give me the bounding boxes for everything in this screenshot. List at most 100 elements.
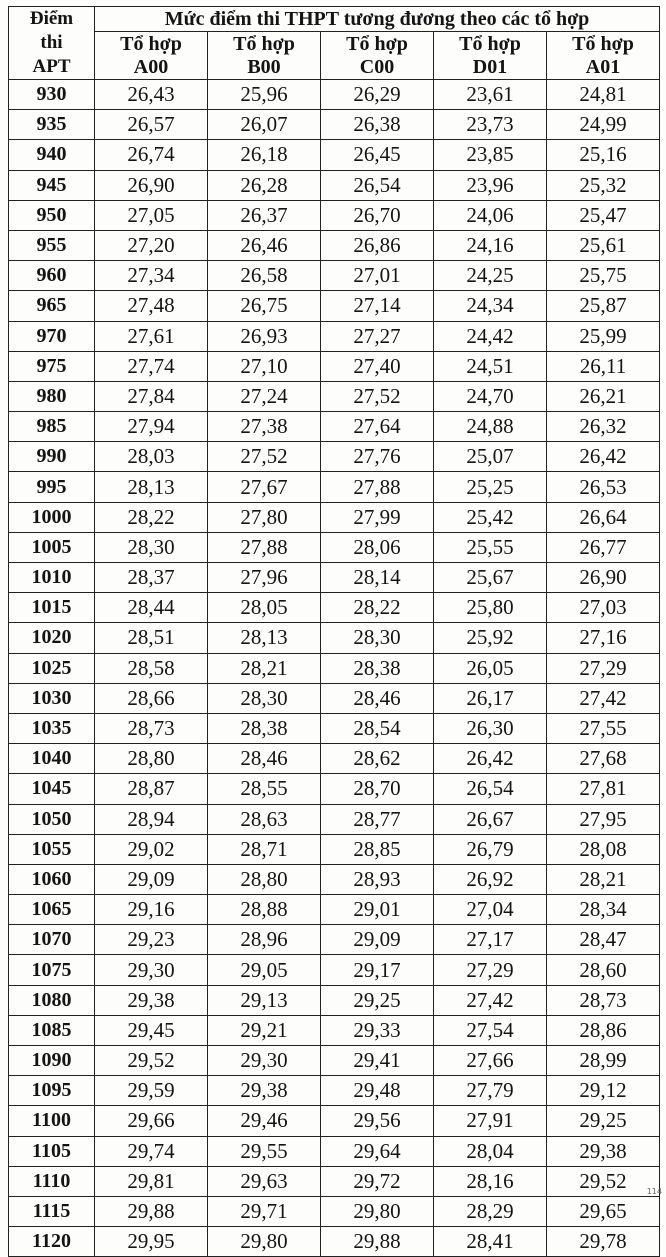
score-c00-cell: 29,25	[320, 984, 434, 1016]
combo-label: Tổ hợp	[572, 32, 634, 55]
score-c00-cell: 28,93	[320, 863, 434, 896]
score-a00-cell: 28,66	[94, 682, 208, 714]
score-b00-cell: 28,63	[207, 803, 321, 835]
apt-score-cell: 985	[8, 411, 95, 443]
apt-score-cell: 1040	[8, 743, 95, 775]
table-row: 1040 28,80 28,46 28,62 26,42 27,68	[8, 743, 660, 775]
table-row: 960 27,34 26,58 27,01 24,25 25,75	[8, 260, 660, 292]
apt-score-cell: 1095	[8, 1075, 95, 1107]
score-a00-cell: 29,59	[94, 1075, 208, 1107]
table-row: 950 27,05 26,37 26,70 24,06 25,47	[8, 199, 660, 231]
combo-header-b00: Tổ hợp B00	[207, 31, 321, 80]
score-c00-cell: 28,70	[320, 773, 434, 805]
score-d01-cell: 25,92	[433, 622, 547, 654]
score-b00-cell: 27,67	[207, 471, 321, 503]
score-b00-cell: 27,96	[207, 561, 321, 594]
score-c00-cell: 26,54	[320, 169, 434, 201]
score-d01-cell: 23,85	[433, 139, 547, 171]
score-b00-cell: 28,13	[207, 622, 321, 654]
score-c00-cell: 28,54	[320, 712, 434, 745]
score-a01-cell: 29,12	[546, 1075, 660, 1107]
table-row: 975 27,74 27,10 27,40 24,51 26,11	[8, 350, 660, 382]
score-a00-cell: 28,94	[94, 803, 208, 835]
score-c00-cell: 28,06	[320, 531, 434, 564]
apt-header-line-1: Điểm	[29, 8, 74, 29]
score-b00-cell: 26,46	[207, 229, 321, 262]
score-d01-cell: 26,30	[433, 712, 547, 745]
apt-score-cell: 1085	[8, 1014, 95, 1047]
score-b00-cell: 27,88	[207, 531, 321, 564]
apt-score-cell: 1070	[8, 924, 95, 956]
score-c00-cell: 28,85	[320, 833, 434, 865]
score-b00-cell: 29,13	[207, 984, 321, 1016]
score-a01-cell: 25,99	[546, 320, 660, 352]
score-a01-cell: 26,53	[546, 471, 660, 503]
score-d01-cell: 23,96	[433, 169, 547, 201]
table-row: 1060 29,09 28,80 28,93 26,92 28,21	[8, 863, 660, 896]
apt-header-line-2: thi	[40, 32, 63, 53]
score-a00-cell: 28,03	[94, 441, 208, 473]
table-row: 1075 29,30 29,05 29,17 27,29 28,60	[8, 954, 660, 986]
table-row: 1065 29,16 28,88 29,01 27,04 28,34	[8, 894, 660, 926]
score-d01-cell: 24,16	[433, 229, 547, 262]
apt-score-cell: 975	[8, 350, 95, 382]
apt-score-cell: 1080	[8, 984, 95, 1016]
apt-score-cell: 955	[8, 229, 95, 262]
combo-label: Tổ hợp	[459, 32, 521, 55]
table-body: 930 26,43 25,96 26,29 23,61 24,81 935 26,57 26,0…	[8, 78, 660, 1257]
table-row: 1100 29,66 29,46 29,56 27,91 29,25	[8, 1105, 660, 1137]
score-d01-cell: 24,06	[433, 199, 547, 231]
score-d01-cell: 26,92	[433, 863, 547, 896]
score-d01-cell: 25,42	[433, 501, 547, 533]
score-a00-cell: 28,80	[94, 743, 208, 775]
combo-label: Tổ hợp	[233, 32, 295, 55]
score-b00-cell: 28,30	[207, 682, 321, 714]
apt-score-cell: 990	[8, 441, 95, 473]
score-c00-cell: 28,38	[320, 652, 434, 684]
score-a01-cell: 27,81	[546, 773, 660, 805]
table-row: 980 27,84 27,24 27,52 24,70 26,21	[8, 380, 660, 413]
score-a01-cell: 25,75	[546, 260, 660, 292]
score-d01-cell: 27,42	[433, 984, 547, 1016]
table-row: 1025 28,58 28,21 28,38 26,05 27,29	[8, 652, 660, 684]
score-c00-cell: 27,99	[320, 501, 434, 533]
score-d01-cell: 25,25	[433, 471, 547, 503]
combo-header-a01: Tổ hợp A01	[546, 31, 660, 80]
score-c00-cell: 26,29	[320, 78, 434, 111]
apt-score-cell: 1030	[8, 682, 95, 714]
score-b00-cell: 29,80	[207, 1226, 321, 1257]
score-b00-cell: 27,24	[207, 380, 321, 413]
score-a01-cell: 29,52	[546, 1165, 660, 1197]
score-a00-cell: 29,38	[94, 984, 208, 1016]
apt-score-cell: 1110	[8, 1165, 95, 1197]
apt-header-line-3: APT	[32, 56, 71, 77]
score-a00-cell: 27,34	[94, 260, 208, 292]
apt-score-cell: 1020	[8, 622, 95, 654]
score-d01-cell: 24,88	[433, 411, 547, 443]
apt-score-cell: 1120	[8, 1226, 95, 1257]
apt-score-cell: 980	[8, 380, 95, 413]
score-b00-cell: 28,88	[207, 894, 321, 926]
score-c00-cell: 27,88	[320, 471, 434, 503]
score-d01-cell: 24,42	[433, 320, 547, 352]
score-a00-cell: 29,23	[94, 924, 208, 956]
score-d01-cell: 28,29	[433, 1195, 547, 1228]
score-a01-cell: 25,47	[546, 199, 660, 231]
table-row: 1120 29,95 29,80 29,88 28,41 29,78	[8, 1226, 660, 1257]
table-row: 1115 29,88 29,71 29,80 28,29 29,65	[8, 1195, 660, 1228]
score-a00-cell: 26,43	[94, 78, 208, 111]
score-a00-cell: 26,74	[94, 139, 208, 171]
score-a01-cell: 26,11	[546, 350, 660, 382]
equivalent-score-group-header: Mức điểm thi THPT tương đương theo các t…	[94, 6, 660, 32]
score-a01-cell: 29,78	[546, 1226, 660, 1257]
table-row: 945 26,90 26,28 26,54 23,96 25,32	[8, 169, 660, 201]
combo-header-c00: Tổ hợp C00	[320, 31, 434, 80]
combo-header-d01: Tổ hợp D01	[433, 31, 547, 80]
score-a00-cell: 29,02	[94, 833, 208, 865]
score-a00-cell: 29,52	[94, 1044, 208, 1077]
score-d01-cell: 26,17	[433, 682, 547, 714]
score-c00-cell: 29,41	[320, 1044, 434, 1077]
score-a01-cell: 27,68	[546, 743, 660, 775]
score-c00-cell: 27,64	[320, 411, 434, 443]
apt-score-cell: 1065	[8, 894, 95, 926]
